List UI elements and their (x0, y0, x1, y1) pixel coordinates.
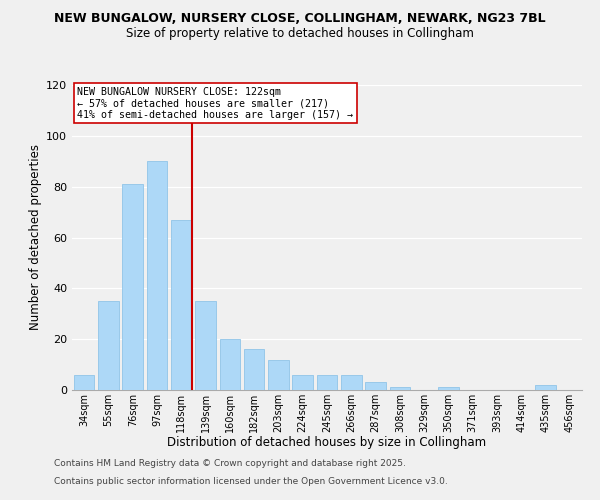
Bar (171, 220, 191, 390)
Bar (268, 360, 289, 390)
Bar (292, 375, 313, 390)
Bar (122, 184, 143, 390)
Text: Contains HM Land Registry data © Crown copyright and database right 2025.: Contains HM Land Registry data © Crown c… (54, 458, 406, 468)
Bar (195, 301, 216, 390)
Bar (365, 382, 386, 390)
Bar (98, 301, 119, 390)
Bar (220, 339, 240, 390)
Text: Contains public sector information licensed under the Open Government Licence v3: Contains public sector information licen… (54, 477, 448, 486)
Bar (317, 375, 337, 390)
Text: NEW BUNGALOW, NURSERY CLOSE, COLLINGHAM, NEWARK, NG23 7BL: NEW BUNGALOW, NURSERY CLOSE, COLLINGHAM,… (54, 12, 546, 26)
Y-axis label: Number of detached properties: Number of detached properties (29, 144, 42, 330)
Bar (74, 375, 94, 390)
Bar (535, 385, 556, 390)
Bar (341, 375, 362, 390)
Bar (146, 161, 167, 390)
Bar (438, 388, 459, 390)
Text: NEW BUNGALOW NURSERY CLOSE: 122sqm
← 57% of detached houses are smaller (217)
41: NEW BUNGALOW NURSERY CLOSE: 122sqm ← 57%… (77, 86, 353, 120)
Bar (244, 350, 265, 390)
Text: Size of property relative to detached houses in Collingham: Size of property relative to detached ho… (126, 28, 474, 40)
Bar (389, 388, 410, 390)
X-axis label: Distribution of detached houses by size in Collingham: Distribution of detached houses by size … (167, 436, 487, 450)
